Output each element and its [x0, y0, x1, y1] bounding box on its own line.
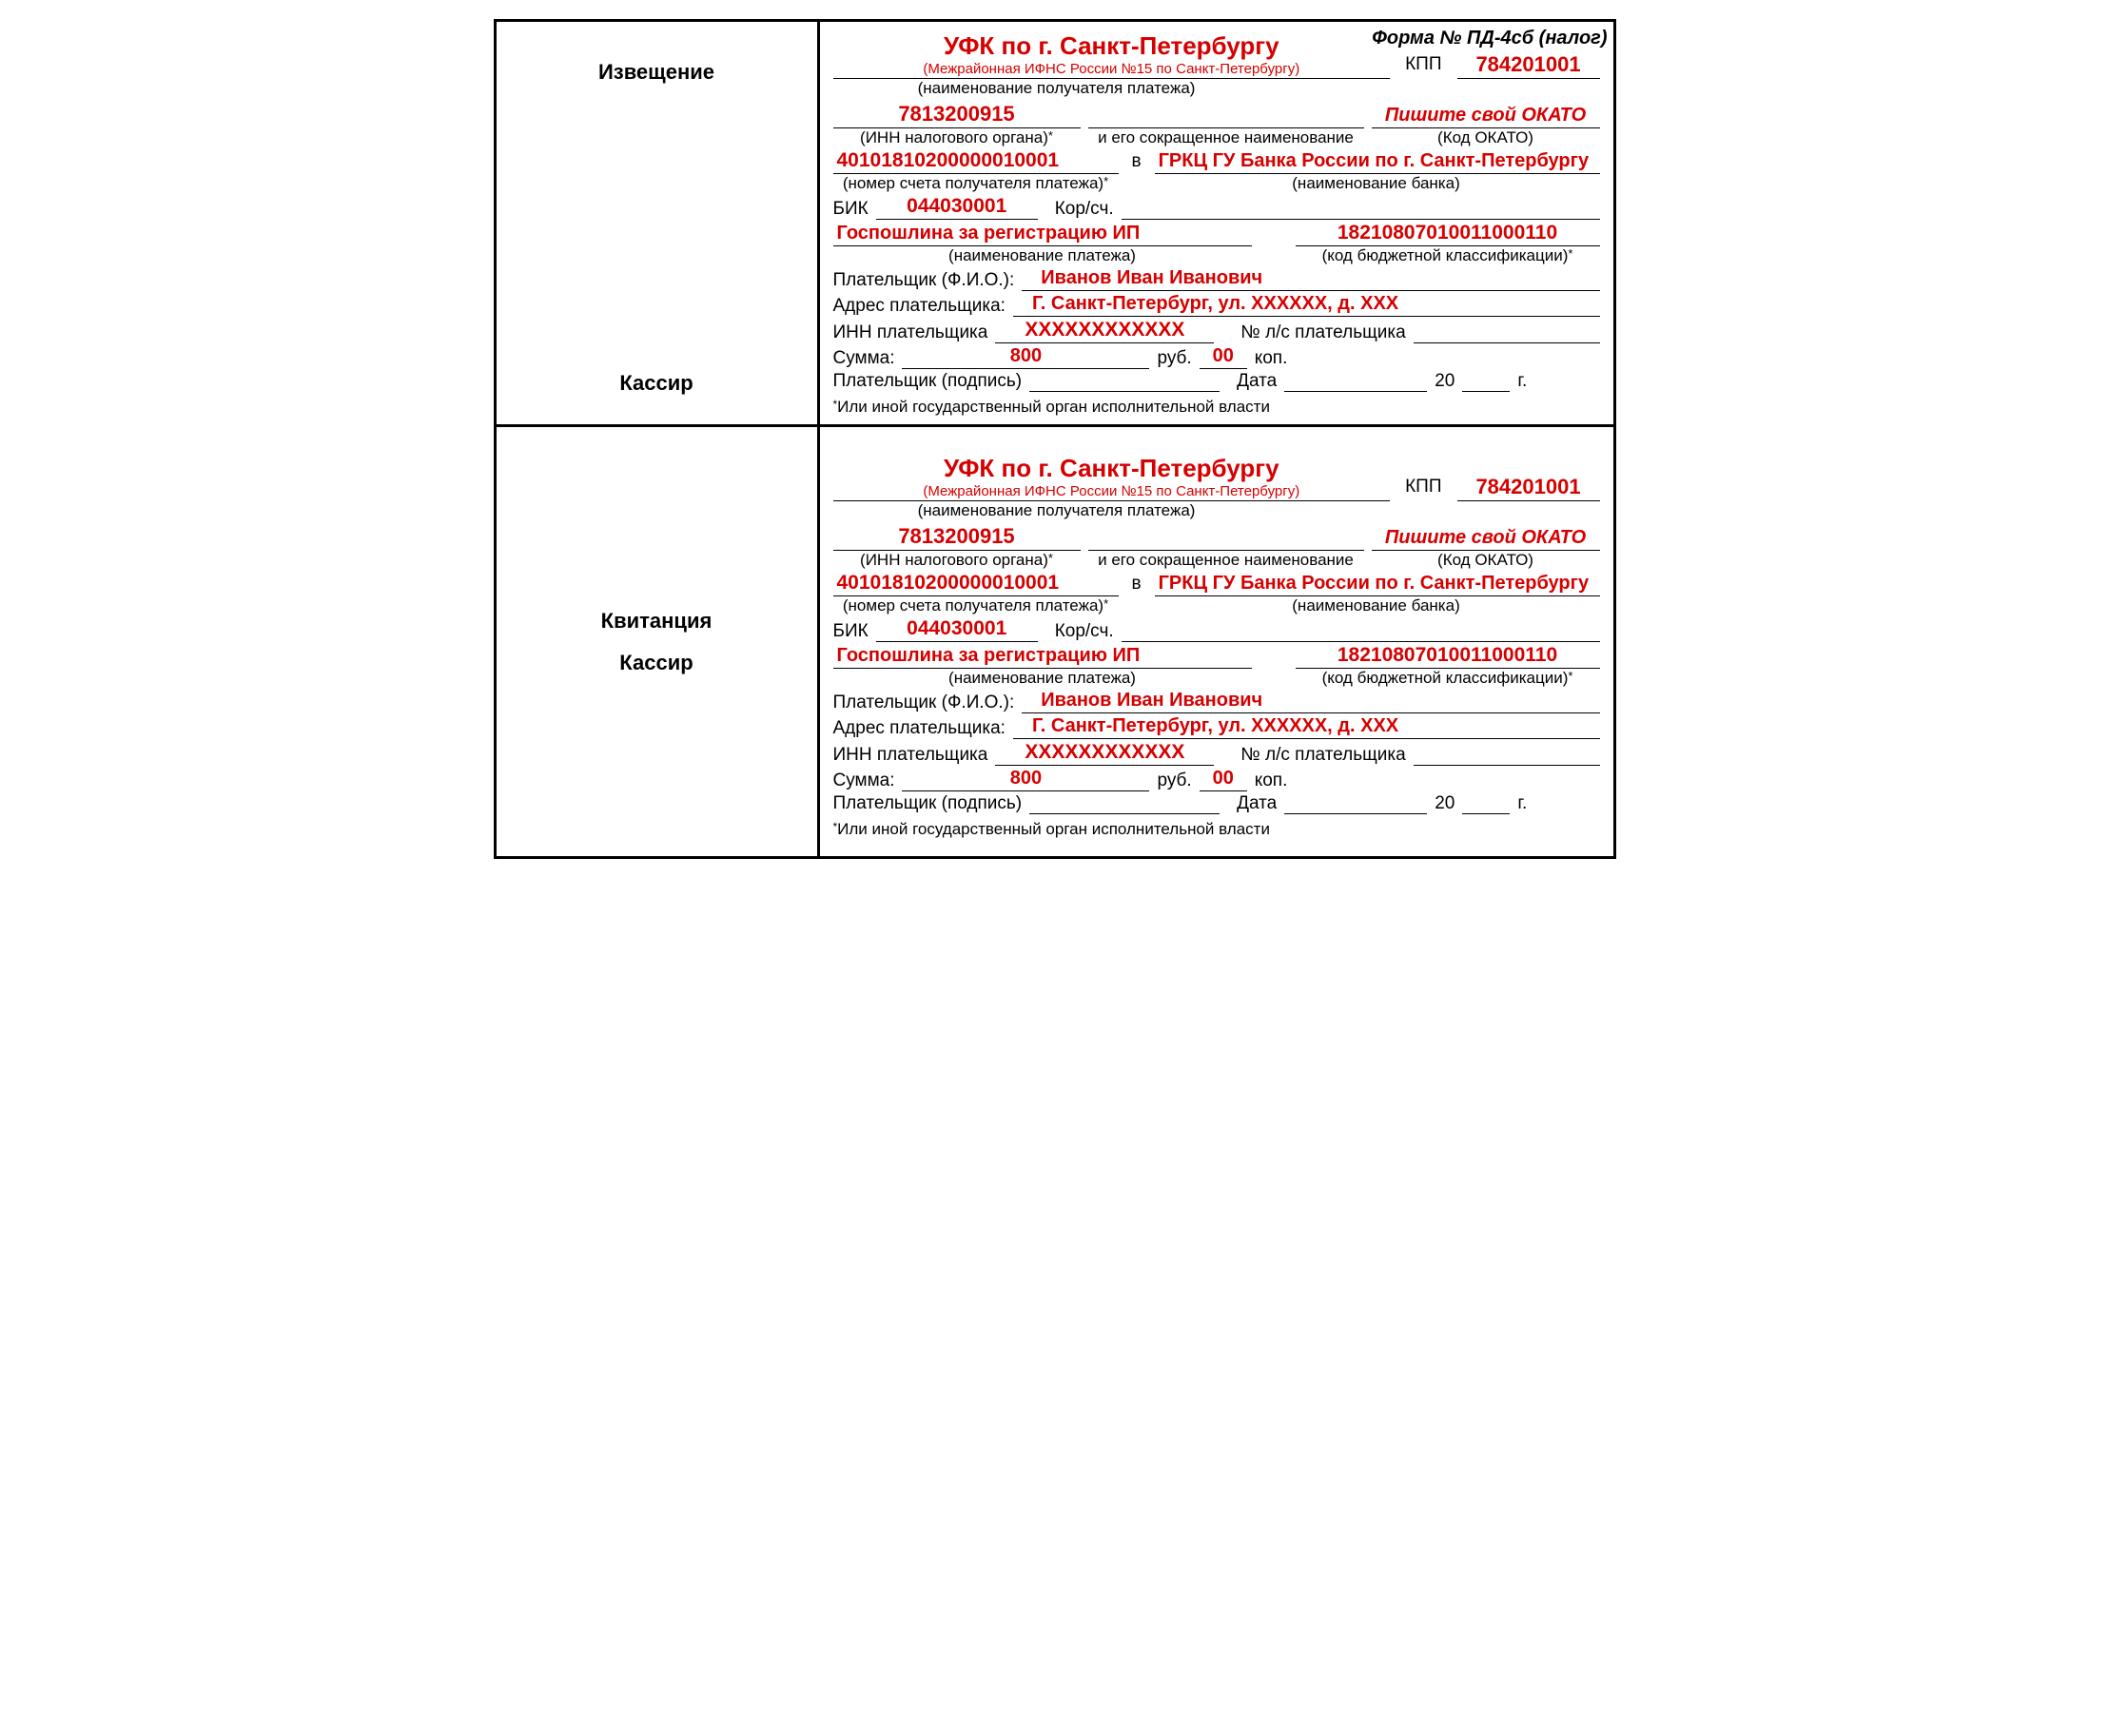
kpp-value-2: 784201001 — [1457, 475, 1600, 501]
payer-acc-label: № л/с плательщика — [1221, 322, 1405, 343]
account-caption: (номер счета получателя платежа) — [843, 174, 1103, 192]
okato-caption: (Код ОКАТО) — [1372, 128, 1600, 147]
payer-sign-label-2: Плательщик (подпись) — [833, 793, 1023, 814]
payer-addr-label-2: Адрес плательщика: — [833, 718, 1006, 739]
account-caption-2: (номер счета получателя платежа) — [843, 596, 1103, 614]
date-label-2: Дата — [1227, 793, 1277, 814]
year-g-label: г. — [1517, 371, 1527, 392]
cashier-label-2: Кассир — [601, 651, 713, 675]
receipt-left-column: Квитанция Кассир — [497, 427, 820, 856]
kpp-label: КПП — [1397, 54, 1449, 79]
kor-label-2: Кор/сч. — [1045, 621, 1114, 642]
kpp-value: 784201001 — [1457, 52, 1600, 79]
sum-kop: 00 — [1200, 345, 1247, 369]
receipt-right-column: УФК по г. Санкт-Петербургу (Межрайонная … — [820, 427, 1613, 856]
recipient-caption: (наименование получателя платежа) — [833, 79, 1280, 98]
receipt-section: Квитанция Кассир УФК по г. Санкт-Петербу… — [497, 427, 1613, 856]
payer-addr-2: Г. Санкт-Петербург, ул. ХХХХХХ, д. ХХХ — [1013, 715, 1600, 739]
year20-label-2: 20 — [1435, 793, 1455, 814]
payer-fio-label-2: Плательщик (Ф.И.О.): — [833, 692, 1015, 713]
footnote-2: *Или иной государственный орган исполнит… — [833, 820, 1600, 839]
bik-value: 044030001 — [876, 195, 1038, 220]
okato-hint: Пишите свой ОКАТО — [1372, 105, 1600, 128]
in-label-2: в — [1126, 574, 1147, 596]
sum-label: Сумма: — [833, 348, 895, 369]
payer-fio: Иванов Иван Иванович — [1022, 267, 1599, 291]
year-g-label-2: г. — [1517, 793, 1527, 814]
bik-label-2: БИК — [833, 621, 869, 642]
payer-sign-label: Плательщик (подпись) — [833, 371, 1023, 392]
payer-inn-label: ИНН плательщика — [833, 322, 988, 343]
notice-label: Извещение — [598, 60, 714, 85]
inn-tax-caption: (ИНН налогового органа) — [860, 128, 1048, 146]
payer-addr-label: Адрес плательщика: — [833, 296, 1006, 317]
bank-caption: (наименование банка) — [1153, 174, 1600, 193]
kbk-caption: (код бюджетной классификации) — [1322, 246, 1569, 264]
payer-fio-label: Плательщик (Ф.И.О.): — [833, 270, 1015, 291]
bank-name-2: ГРКЦ ГУ Банка России по г. Санкт-Петербу… — [1155, 573, 1600, 596]
tax-inn: 7813200915 — [833, 102, 1081, 128]
recipient-sub: (Межрайонная ИФНС России №15 по Санкт-Пе… — [837, 61, 1387, 77]
tax-inn-2: 7813200915 — [833, 524, 1081, 551]
account-number-2: 40101810200000010001 — [833, 572, 1119, 596]
payer-inn-2: ХХХХХХХХХХХХ — [995, 741, 1214, 766]
cashier-label: Кассир — [619, 371, 693, 396]
payment-caption-2: (наименование платежа) — [833, 669, 1252, 688]
payer-fio-2: Иванов Иван Иванович — [1022, 690, 1599, 713]
form-number: Форма № ПД-4сб (налог) — [1372, 28, 1607, 49]
okato-hint-2: Пишите свой ОКАТО — [1372, 527, 1600, 551]
kpp-label-2: КПП — [1397, 477, 1449, 501]
short-name-caption-2: и его сокращенное наименование — [1088, 551, 1364, 570]
kop-label-2: коп. — [1255, 770, 1288, 791]
year20-label: 20 — [1435, 371, 1455, 392]
rub-label-2: руб. — [1157, 770, 1191, 791]
payment-form: Извещение Кассир Форма № ПД-4сб (налог) … — [494, 19, 1616, 859]
inn-tax-caption-2: (ИНН налогового органа) — [860, 551, 1048, 569]
notice-section: Извещение Кассир Форма № ПД-4сб (налог) … — [497, 22, 1613, 427]
recipient-caption-2: (наименование получателя платежа) — [833, 501, 1280, 520]
kor-label: Кор/сч. — [1045, 199, 1114, 220]
sum-rub-2: 800 — [902, 768, 1149, 791]
sum-kop-2: 00 — [1200, 768, 1247, 791]
in-label: в — [1126, 151, 1147, 174]
okato-caption-2: (Код ОКАТО) — [1372, 551, 1600, 570]
bank-caption-2: (наименование банка) — [1153, 596, 1600, 615]
footnote: *Или иной государственный орган исполнит… — [833, 398, 1600, 417]
bik-label: БИК — [833, 199, 869, 220]
notice-left-column: Извещение Кассир — [497, 22, 820, 424]
kbk-value: 18210807010011000110 — [1296, 222, 1600, 246]
payer-acc-label-2: № л/с плательщика — [1221, 745, 1405, 766]
kbk-caption-2: (код бюджетной классификации) — [1322, 669, 1569, 687]
sum-rub: 800 — [902, 345, 1149, 369]
account-number: 40101810200000010001 — [833, 149, 1119, 174]
date-label: Дата — [1227, 371, 1277, 392]
payer-inn: ХХХХХХХХХХХХ — [995, 319, 1214, 343]
bik-value-2: 044030001 — [876, 617, 1038, 642]
rub-label: руб. — [1157, 348, 1191, 369]
sum-label-2: Сумма: — [833, 770, 895, 791]
payment-caption: (наименование платежа) — [833, 246, 1252, 265]
recipient-sub-2: (Межрайонная ИФНС России №15 по Санкт-Пе… — [837, 483, 1387, 499]
payer-inn-label-2: ИНН плательщика — [833, 745, 988, 766]
bank-name: ГРКЦ ГУ Банка России по г. Санкт-Петербу… — [1155, 150, 1600, 174]
payer-addr: Г. Санкт-Петербург, ул. ХХХХХХ, д. ХХХ — [1013, 293, 1600, 317]
payment-name: Госпошлина за регистрацию ИП — [833, 223, 1252, 246]
kbk-value-2: 18210807010011000110 — [1296, 644, 1600, 669]
receipt-label: Квитанция — [601, 609, 713, 634]
short-name-caption: и его сокращенное наименование — [1088, 128, 1364, 147]
notice-right-column: Форма № ПД-4сб (налог) УФК по г. Санкт-П… — [820, 22, 1613, 424]
payment-name-2: Госпошлина за регистрацию ИП — [833, 645, 1252, 669]
kop-label: коп. — [1255, 348, 1288, 369]
recipient-name: УФК по г. Санкт-Петербургу — [837, 31, 1387, 61]
recipient-name-2: УФК по г. Санкт-Петербургу — [837, 454, 1387, 483]
